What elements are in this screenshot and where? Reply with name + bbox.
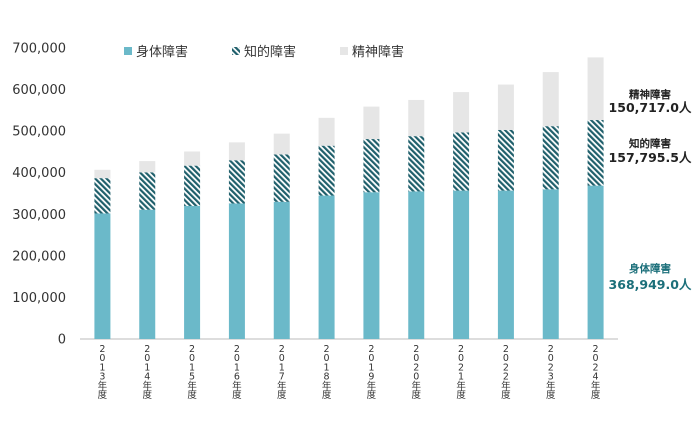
annotation-value: 150,717.0人 (609, 100, 692, 115)
bar-segment-physical (318, 195, 335, 339)
x-tick-label: 2 0 1 5 年度 (187, 344, 197, 401)
bar-segment-physical (273, 201, 290, 339)
x-tick-label: 2 0 2 3 年度 (546, 344, 556, 401)
bar-segment-mental (94, 169, 111, 179)
bar-segment-mental (587, 57, 604, 121)
legend-swatch (124, 47, 132, 55)
bar-segment-mental (408, 99, 425, 137)
bar-segment-physical (453, 190, 470, 339)
bar-segment-mental (184, 151, 201, 166)
y-tick-label: 400,000 (12, 166, 66, 181)
bar-segment-mental (318, 117, 335, 146)
bar-segment-physical (94, 213, 111, 339)
x-tick-label: 2 0 1 7 年度 (277, 344, 287, 401)
x-tick-label: 2 0 2 4 年度 (591, 344, 601, 401)
bar-segment-intellectual (184, 165, 201, 206)
bar-segment-mental (363, 106, 380, 140)
legend-label: 知的障害 (244, 44, 296, 60)
bar-segment-physical (363, 192, 380, 339)
x-tick-label: 2 0 2 1 年度 (456, 344, 466, 401)
bar-segment-physical (587, 185, 604, 339)
legend-swatch (340, 47, 348, 55)
y-tick-label: 100,000 (12, 291, 66, 306)
bar-segment-intellectual (318, 145, 335, 196)
y-tick-label: 200,000 (12, 249, 66, 264)
x-tick-label: 2 0 1 8 年度 (322, 344, 332, 401)
bar-segment-mental (273, 133, 290, 155)
annotation-value: 157,795.5人 (609, 150, 692, 165)
bar-segment-intellectual (497, 129, 514, 191)
annotation-value: 368,949.0人 (609, 277, 692, 292)
bar-segment-intellectual (139, 172, 156, 210)
annotation-series-name: 身体障害 (629, 262, 671, 275)
bar-segment-physical (408, 191, 425, 339)
bar-segment-intellectual (273, 154, 290, 202)
legend-label: 精神障害 (352, 44, 404, 60)
axes: 0 100,000 200,000 300,000 400,000 500,000 600,… (12, 42, 618, 348)
legend-label: 身体障害 (136, 44, 188, 60)
y-tick-label: 600,000 (12, 83, 66, 98)
y-tick-label: 0 (58, 333, 66, 348)
bars (94, 57, 604, 339)
legend: 身体障害 知的障害 精神障害 (124, 44, 404, 60)
bar-segment-mental (139, 161, 156, 173)
bar-segment-intellectual (94, 178, 111, 214)
bar-segment-physical (228, 203, 245, 339)
bar-segment-intellectual (453, 132, 470, 191)
x-tick-label: 2 0 2 2 年度 (501, 344, 511, 401)
bar-segment-physical (542, 189, 559, 339)
y-tick-label: 700,000 (12, 42, 66, 57)
bar-segment-physical (139, 209, 156, 339)
y-tick-label: 300,000 (12, 208, 66, 223)
annotation-series-name: 精神障害 (629, 88, 671, 101)
annotation-series-name: 知的障害 (629, 137, 671, 150)
bar-segment-physical (184, 205, 201, 339)
bar-segment-mental (228, 142, 245, 161)
x-tick-label: 2 0 1 9 年度 (367, 344, 377, 401)
bar-segment-mental (497, 84, 514, 130)
bar-segment-intellectual (587, 120, 604, 186)
x-tick-labels: 2 0 1 3 年度 2 0 1 4 年度 2 0 1 5 年度 2 0 1 6 年度 2 0 1 7 年度 2 0 1 8 年度 2 0 1 9… (98, 344, 601, 401)
bar-segment-intellectual (228, 160, 245, 204)
bar-segment-intellectual (408, 136, 425, 192)
bar-segment-mental (542, 72, 559, 127)
y-tick-label: 500,000 (12, 125, 66, 140)
bar-segment-mental (453, 92, 470, 133)
x-tick-label: 2 0 1 3 年度 (98, 344, 108, 401)
legend-swatch (232, 47, 240, 55)
x-tick-label: 2 0 1 6 年度 (232, 344, 242, 401)
x-tick-label: 2 0 2 0 年度 (411, 344, 421, 401)
bar-segment-physical (497, 190, 514, 339)
x-tick-label: 2 0 1 4 年度 (142, 344, 152, 401)
bar-segment-intellectual (363, 139, 380, 193)
bar-segment-intellectual (542, 126, 559, 190)
